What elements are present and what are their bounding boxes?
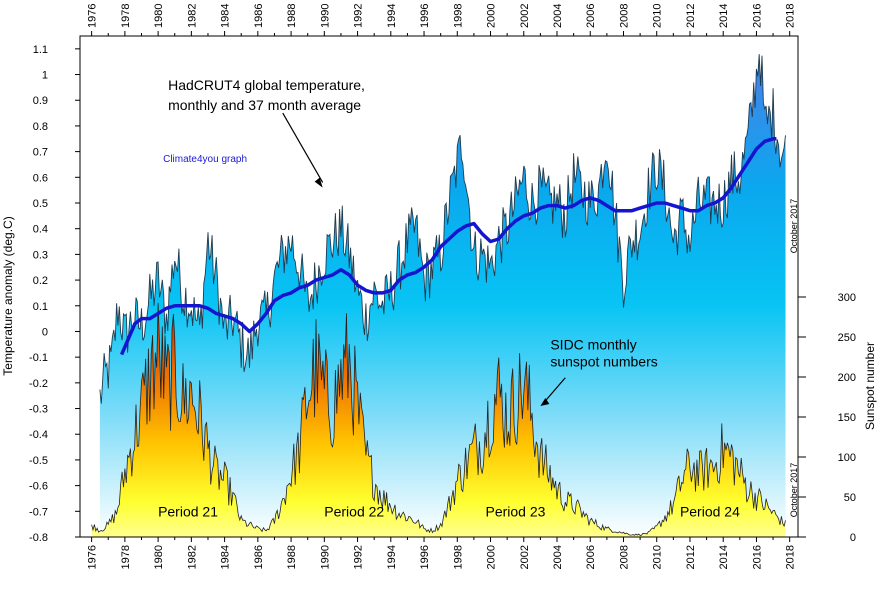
x-tick-label-bottom: 1992: [353, 545, 365, 569]
y-left-tick-label: -0.7: [29, 506, 48, 518]
hadcrut4-arrow-head: [314, 177, 323, 188]
y-left-tick-label: 0.4: [33, 224, 48, 236]
x-tick-label-top: 1998: [452, 4, 464, 28]
x-tick-label-bottom: 1998: [452, 545, 464, 569]
y-left-tick-label: 0.6: [33, 172, 48, 184]
solar-cycle-period-label: Period 22: [324, 503, 384, 519]
x-tick-label-top: 1992: [353, 4, 365, 28]
sidc-annotation-line: sunspot numbers: [550, 353, 657, 369]
hadcrut4-annotation-line: monthly and 37 month average: [168, 97, 361, 113]
x-tick-label-bottom: 1982: [186, 545, 198, 569]
y-left-tick-label: 0.8: [33, 121, 48, 133]
x-tick-label-bottom: 2002: [519, 545, 531, 569]
sunspot-area: [91, 302, 786, 537]
plot-frame: [79, 35, 799, 538]
y-left-tick-label: 1: [42, 70, 48, 82]
x-tick-label-bottom: 2004: [552, 545, 564, 569]
x-tick-label-top: 2018: [785, 4, 797, 28]
end-marker-label-top: October 2017: [789, 199, 799, 254]
x-tick-label-bottom: 2014: [718, 545, 730, 569]
x-tick-label-bottom: 2010: [652, 545, 664, 569]
x-tick-label-top: 2002: [519, 4, 531, 28]
x-tick-label-top: 2004: [552, 4, 564, 28]
y-left-tick-label: -0.1: [29, 352, 48, 364]
axes: 1976 1976 1978 1978 1980 1980 1982 1982 1984 1984…: [29, 4, 856, 570]
x-tick-label-top: 1988: [286, 4, 298, 28]
y-left-tick-label: 0: [42, 326, 48, 338]
x-tick-label-bottom: 1994: [386, 545, 398, 569]
temperature-monthly-line: [99, 54, 786, 404]
y-left-tick-label: -0.5: [29, 455, 48, 467]
temperature-area: [99, 54, 786, 537]
y-left-tick-label: 0.9: [33, 95, 48, 107]
y-left-tick-label: 0.7: [33, 147, 48, 159]
y-right-tick-label: 0: [850, 532, 856, 544]
x-tick-label-bottom: 1996: [419, 545, 431, 569]
x-tick-label-bottom: 1988: [286, 545, 298, 569]
x-tick-label-top: 2010: [652, 4, 664, 28]
y-right-axis-title: Sunspot number: [863, 342, 877, 430]
solar-cycle-period-label: Period 21: [158, 503, 218, 519]
x-tick-label-bottom: 1976: [87, 545, 99, 569]
x-tick-label-top: 2012: [685, 4, 697, 28]
x-tick-label-top: 1986: [253, 4, 265, 28]
end-marker-label-bottom: October 2017: [789, 463, 799, 518]
x-tick-label-top: 2016: [751, 4, 763, 28]
y-left-tick-label: 0.5: [33, 198, 48, 210]
y-left-tick-label: 0.2: [33, 275, 48, 287]
sidc-annotation-line: SIDC monthly: [550, 336, 636, 352]
y-left-tick-label: -0.4: [29, 429, 48, 441]
x-tick-label-top: 1990: [319, 4, 331, 28]
x-tick-label-bottom: 2016: [751, 545, 763, 569]
x-tick-label-bottom: 2008: [618, 545, 630, 569]
x-tick-label-top: 2014: [718, 4, 730, 28]
y-left-axis-title: Temperature anomaly (deg.C): [1, 216, 15, 375]
x-tick-label-top: 1980: [153, 4, 165, 28]
x-tick-label-top: 1982: [186, 4, 198, 28]
x-tick-label-bottom: 2012: [685, 545, 697, 569]
y-left-tick-label: -0.8: [29, 532, 48, 544]
y-left-tick-label: -0.2: [29, 378, 48, 390]
x-tick-label-top: 1984: [220, 4, 232, 28]
x-tick-label-bottom: 2000: [486, 545, 498, 569]
x-tick-label-bottom: 1986: [253, 545, 265, 569]
hadcrut4-arrow-line: [282, 112, 324, 183]
x-tick-label-top: 1976: [87, 4, 99, 28]
x-tick-label-bottom: 1978: [120, 545, 132, 569]
hadcrut4-annotation-line: HadCRUT4 global temperature,: [168, 77, 365, 93]
y-right-tick-label: 50: [844, 492, 856, 504]
y-right-tick-label: 250: [838, 332, 856, 344]
x-tick-label-top: 1996: [419, 4, 431, 28]
x-tick-label-top: 1978: [120, 4, 132, 28]
x-tick-label-top: 1994: [386, 4, 398, 28]
solar-cycle-period-label: Period 24: [680, 503, 740, 519]
y-right-tick-label: 300: [838, 292, 856, 304]
y-left-tick-label: 0.3: [33, 249, 48, 261]
x-tick-label-bottom: 1980: [153, 545, 165, 569]
x-tick-label-top: 2008: [618, 4, 630, 28]
plot-area: [79, 35, 799, 538]
y-left-tick-label: -0.6: [29, 481, 48, 493]
y-left-tick-label: 1.1: [33, 44, 48, 56]
x-tick-label-bottom: 1984: [220, 545, 232, 569]
x-tick-label-top: 2000: [486, 4, 498, 28]
y-right-tick-label: 150: [838, 412, 856, 424]
x-tick-label-bottom: 2018: [785, 545, 797, 569]
x-tick-label-bottom: 2006: [585, 545, 597, 569]
sidc-arrow-line: [544, 377, 566, 402]
sidc-arrow-head: [540, 397, 550, 406]
y-left-tick-label: 0.1: [33, 301, 48, 313]
y-right-tick-label: 200: [838, 372, 856, 384]
sunspot-monthly-line: [91, 302, 786, 536]
y-left-tick-label: -0.3: [29, 404, 48, 416]
solar-cycle-period-label: Period 23: [485, 503, 545, 519]
labels: HadCRUT4 global temperature, monthly and …: [158, 77, 740, 519]
climate4you-credit: Climate4you graph: [163, 154, 247, 165]
x-tick-label-bottom: 1990: [319, 545, 331, 569]
x-tick-label-top: 2006: [585, 4, 597, 28]
y-right-tick-label: 100: [838, 452, 856, 464]
temperature-37-month-average-line: [119, 137, 777, 356]
